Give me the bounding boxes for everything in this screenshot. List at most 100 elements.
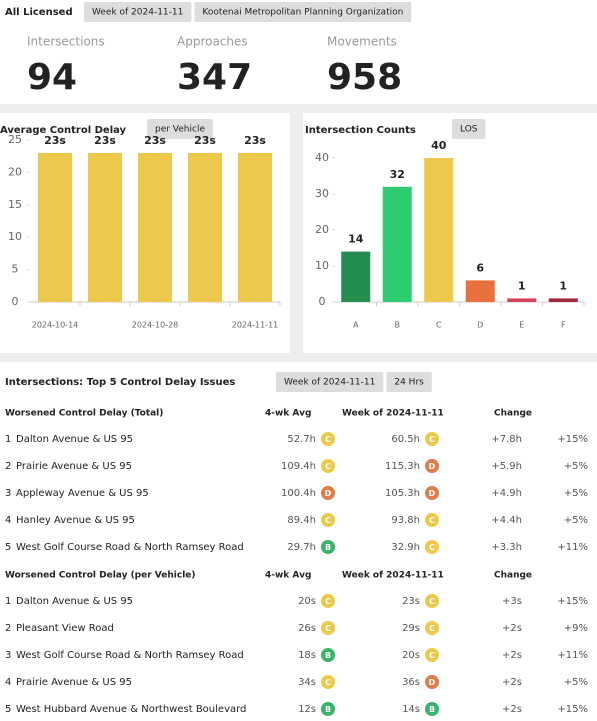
rank: 1	[5, 434, 11, 445]
table-filter[interactable]: Week of 2024-11-11	[284, 378, 375, 388]
column-header: 4-wk Avg	[265, 571, 311, 581]
bar	[465, 280, 495, 302]
change: +4.9h	[491, 488, 522, 499]
los-badge	[425, 540, 439, 554]
filter-chip[interactable]: Kootenai Metropolitan Planning Organizat…	[202, 8, 403, 18]
avg-delay: 18s	[298, 650, 316, 661]
intersection-name: Prairie Avenue & US 95	[16, 677, 132, 688]
change-pct: +5%	[564, 677, 588, 688]
y-tick-label: 0	[319, 295, 326, 308]
y-tick-label: 15	[8, 198, 22, 211]
value-label: 23s	[244, 134, 266, 147]
change-pct: +5%	[564, 488, 588, 499]
bar	[138, 152, 172, 302]
y-tick-label: 10	[315, 259, 329, 272]
x-tick-label: B	[395, 321, 401, 330]
bar	[38, 152, 72, 302]
avg-delay: 52.7h	[287, 434, 316, 445]
avg-delay: 26s	[298, 623, 316, 634]
y-tick-label: 20	[8, 165, 22, 178]
filter-chip[interactable]: Week of 2024-11-11	[92, 8, 183, 18]
los-badge	[425, 513, 439, 527]
los-badge	[425, 702, 439, 716]
rank: 5	[5, 542, 11, 553]
week-delay: 93.8h	[391, 515, 420, 526]
table-filter-bg	[276, 372, 384, 392]
los-badge	[425, 621, 439, 635]
change-pct: +5%	[564, 515, 588, 526]
intersection-name: Prairie Avenue & US 95	[16, 461, 132, 472]
bar	[88, 152, 122, 302]
rank: 2	[5, 623, 11, 634]
rank: 2	[5, 461, 11, 472]
rank: 3	[5, 650, 11, 661]
week-delay: 32.9h	[391, 542, 420, 553]
column-header: 4-wk Avg	[265, 409, 311, 419]
stat-value: 347	[177, 57, 252, 98]
column-header: Week of 2024-11-11	[342, 571, 444, 581]
change-pct: +11%	[557, 650, 588, 661]
intersection-name: Dalton Avenue & US 95	[16, 596, 133, 607]
los-badge	[425, 459, 439, 473]
change-pct: +15%	[557, 704, 588, 715]
value-label: 1	[559, 279, 567, 292]
filter-chip-bg	[194, 2, 412, 22]
los-badge	[321, 432, 335, 446]
chart-toggle[interactable]: LOS	[460, 125, 478, 135]
bar	[548, 298, 578, 302]
los-letter: C	[325, 462, 331, 471]
chart-toggle[interactable]: per Vehicle	[155, 125, 205, 135]
bar	[507, 298, 537, 302]
value-label: 40	[431, 139, 447, 152]
column-header: Week of 2024-11-11	[342, 409, 444, 419]
los-letter: C	[325, 435, 331, 444]
x-tick-label: D	[477, 321, 483, 330]
filter-chip-bg	[84, 2, 192, 22]
stat-label: Intersections	[27, 35, 105, 49]
table-filter[interactable]: 24 Hrs	[394, 378, 424, 388]
y-tick-label: 10	[8, 230, 22, 243]
los-badge	[425, 675, 439, 689]
value-label: 14	[348, 233, 364, 246]
rank: 4	[5, 515, 11, 526]
change: +2s	[502, 650, 522, 661]
avg-delay: 89.4h	[287, 515, 316, 526]
value-label: 23s	[44, 134, 66, 147]
los-badge	[321, 459, 335, 473]
los-badge	[321, 648, 335, 662]
week-delay: 60.5h	[391, 434, 420, 445]
stat-value: 94	[27, 57, 77, 98]
intersection-name: Dalton Avenue & US 95	[16, 434, 133, 445]
x-tick-label: E	[519, 321, 524, 330]
avg-delay: 109.4h	[281, 461, 316, 472]
change: +2s	[502, 704, 522, 715]
intersection-name: Appleway Avenue & US 95	[16, 488, 149, 499]
los-letter: D	[325, 489, 332, 498]
value-label: 1	[518, 279, 526, 292]
x-tick-label: A	[353, 321, 359, 330]
chart-title: Intersection Counts	[305, 125, 416, 136]
y-tick-label: 5	[12, 263, 19, 276]
los-badge	[425, 486, 439, 500]
los-badge	[321, 540, 335, 554]
value-label: 23s	[144, 134, 166, 147]
change-pct: +9%	[564, 623, 588, 634]
los-letter: C	[429, 543, 435, 552]
x-tick-label: 2024-11-11	[232, 321, 279, 330]
value-label: 32	[390, 168, 405, 181]
week-delay: 36s	[402, 677, 420, 688]
stat-value: 958	[327, 57, 402, 98]
chart-title: Average Control Delay	[0, 125, 127, 136]
page-title: All Licensed	[5, 7, 73, 18]
column-header: Change	[494, 571, 532, 581]
x-tick-label: 2024-10-14	[32, 321, 79, 330]
change-pct: +15%	[557, 434, 588, 445]
column-header: Worsened Control Delay (per Vehicle)	[5, 571, 196, 581]
los-letter: C	[325, 516, 331, 525]
avg-delay: 34s	[298, 677, 316, 688]
intersection-name: West Hubbard Avenue & Northwest Boulevar…	[16, 704, 246, 715]
los-badge	[321, 675, 335, 689]
table-title: Intersections: Top 5 Control Delay Issue…	[5, 377, 235, 388]
value-label: 23s	[94, 134, 116, 147]
